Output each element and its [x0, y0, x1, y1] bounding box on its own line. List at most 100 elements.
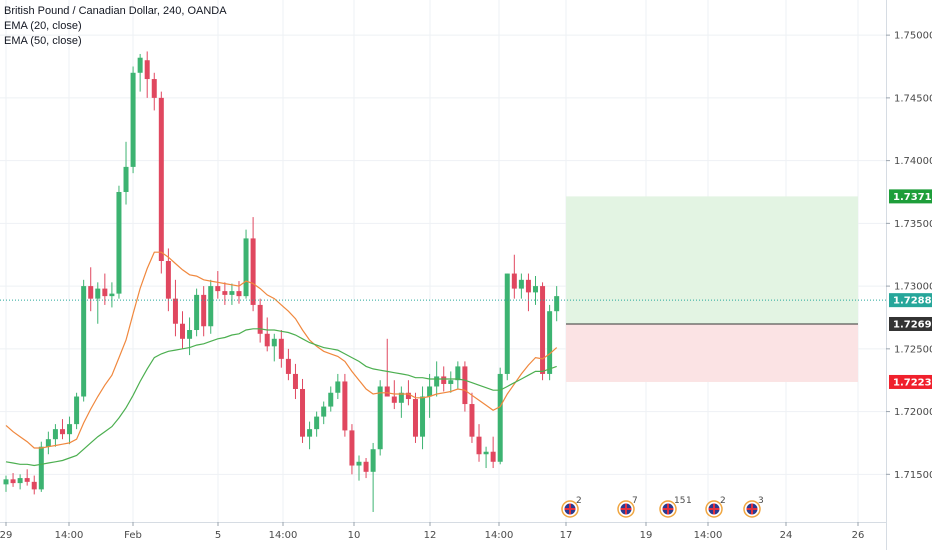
candle-down [59, 429, 65, 435]
time-tick-label: 14:00 [269, 530, 298, 541]
price-axis[interactable]: 1.75000 1.74500 1.74000 1.73500 1.73000 1.725… [886, 0, 932, 550]
candle-down [257, 304, 263, 334]
candle-down [441, 376, 447, 384]
candle-up [95, 288, 101, 299]
candle-up [398, 392, 404, 403]
event-count-label: 15 [674, 496, 685, 506]
target-zone [566, 196, 858, 324]
candle-up [328, 392, 334, 407]
candle-down [292, 373, 298, 389]
candle-up [208, 286, 214, 327]
ema50-legend[interactable]: EMA (50, close) [4, 35, 82, 47]
candle-down [412, 399, 418, 437]
candle-down [525, 279, 531, 293]
candle-down [384, 386, 390, 397]
candle-down [278, 338, 284, 359]
candle-down [102, 288, 108, 297]
candle-down [172, 298, 178, 324]
candle-down [215, 286, 221, 292]
time-tick-label: 24 [780, 530, 793, 541]
candle-up [547, 311, 553, 374]
time-tick-label: 14:00 [485, 530, 514, 541]
candle-down [300, 388, 306, 437]
candle-down [391, 396, 397, 403]
event-count-label: 1 [686, 496, 692, 506]
candle-down [490, 451, 496, 462]
time-tick-label: 10 [348, 530, 361, 541]
ema-lines [5, 251, 558, 467]
long-position-tool[interactable] [566, 196, 858, 382]
candle-down [462, 366, 468, 405]
event-flag-icon[interactable]: 15 1 [659, 496, 692, 518]
candle-up [52, 429, 58, 440]
candle-down [151, 79, 157, 98]
time-tick-label: 14:00 [694, 530, 723, 541]
time-tick-label: 12 [424, 530, 437, 541]
time-tick-label: 17 [560, 530, 573, 541]
time-tick-label: 14:00 [55, 530, 84, 541]
candle-up [377, 386, 383, 450]
target-price-badge [889, 189, 932, 204]
candle-down [31, 481, 37, 490]
ema50-line [5, 328, 557, 467]
candle-down [158, 97, 164, 261]
event-flag-icon[interactable]: 7 [617, 496, 638, 518]
candle-down [342, 381, 348, 431]
candle-up [533, 286, 538, 293]
candle-up [243, 238, 249, 297]
stop-zone [566, 323, 858, 382]
candle-up [38, 446, 44, 490]
candlestick-series [3, 51, 560, 512]
symbol-title[interactable]: British Pound / Canadian Dollar, 240, OA… [4, 5, 227, 17]
time-tick-label: 5 [215, 530, 221, 541]
price-tick-label: 1.73000 [894, 282, 932, 293]
candle-up [81, 286, 87, 397]
candle-down [469, 404, 475, 437]
event-count-label: 2 [576, 496, 582, 506]
ema20-legend[interactable]: EMA (20, close) [4, 20, 82, 32]
stop-price-badge-label: 1.72236 [893, 377, 932, 388]
candle-up [434, 376, 440, 387]
candle-up [335, 381, 341, 393]
candle-up [194, 294, 200, 331]
candle-up [554, 296, 560, 312]
candle-up [123, 166, 129, 192]
candle-down [264, 333, 270, 347]
event-flag-icon[interactable]: 3 [743, 496, 764, 518]
candle-down [88, 286, 94, 299]
target-price-badge-label: 1.73715 [893, 192, 932, 203]
time-axis[interactable]: 29 14:00 Feb 5 14:00 10 12 14:00 17 19 14:00 24 26 [0, 522, 886, 541]
candle-up [116, 191, 122, 294]
entry-price-badge [889, 316, 932, 331]
candle-up [229, 291, 235, 295]
candle-up [321, 406, 327, 417]
candle-up [74, 396, 80, 425]
ema20-line [5, 251, 558, 449]
stop-price-badge [889, 374, 932, 389]
candle-up [420, 396, 426, 437]
price-tick-label: 1.75000 [894, 31, 932, 42]
candle-up [67, 424, 73, 435]
candle-up [504, 273, 510, 374]
candle-up [17, 478, 23, 484]
candle-up [497, 373, 503, 462]
candle-down [285, 358, 291, 374]
candle-down [10, 479, 16, 484]
event-flag-icon[interactable]: 2 [705, 496, 726, 518]
last-price-badge [889, 293, 932, 308]
candle-up [356, 461, 362, 466]
event-count-label: 2 [720, 496, 726, 506]
time-tick-label: 26 [852, 530, 865, 541]
price-axis-bg [886, 0, 932, 550]
candle-up [455, 366, 461, 381]
candle-up [45, 439, 51, 447]
candle-up [187, 330, 193, 339]
candle-up [448, 380, 454, 384]
chart-legend: British Pound / Canadian Dollar, 240, OA… [4, 4, 227, 49]
candle-down [250, 238, 256, 305]
candle-up [314, 416, 320, 430]
event-flags[interactable]: 2 7 15 1 2 3 [561, 496, 764, 518]
event-flag-icon[interactable]: 2 [561, 496, 582, 518]
candle-down [201, 294, 207, 327]
